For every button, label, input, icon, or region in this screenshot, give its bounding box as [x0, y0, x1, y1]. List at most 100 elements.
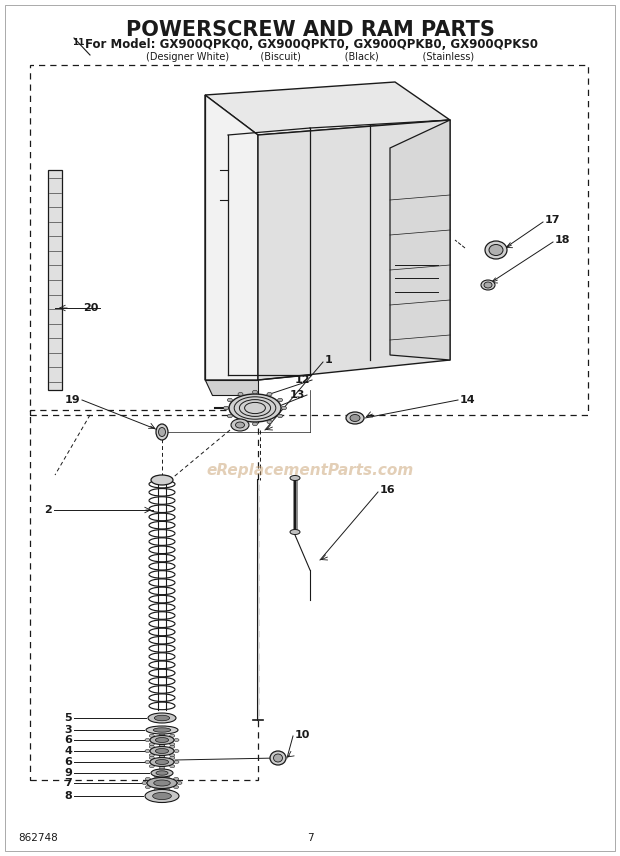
- Ellipse shape: [170, 734, 175, 737]
- Ellipse shape: [238, 392, 243, 395]
- Ellipse shape: [223, 407, 229, 410]
- Ellipse shape: [159, 745, 164, 747]
- Ellipse shape: [290, 475, 300, 480]
- Text: 16: 16: [380, 485, 396, 495]
- Text: 1: 1: [325, 355, 333, 365]
- Ellipse shape: [159, 744, 164, 746]
- Ellipse shape: [145, 739, 150, 741]
- Ellipse shape: [159, 754, 164, 758]
- Text: 18: 18: [555, 235, 570, 245]
- Ellipse shape: [145, 789, 179, 803]
- Ellipse shape: [273, 754, 283, 762]
- Ellipse shape: [148, 713, 176, 723]
- Ellipse shape: [228, 398, 232, 401]
- Ellipse shape: [252, 390, 257, 394]
- Ellipse shape: [170, 754, 175, 757]
- Text: 7: 7: [64, 778, 72, 788]
- Ellipse shape: [145, 786, 150, 788]
- Text: 5: 5: [64, 713, 72, 723]
- Ellipse shape: [149, 754, 154, 757]
- Ellipse shape: [170, 746, 175, 748]
- Ellipse shape: [156, 770, 168, 776]
- Ellipse shape: [174, 739, 179, 741]
- Text: 6: 6: [64, 735, 72, 745]
- Ellipse shape: [156, 748, 169, 753]
- Text: 7: 7: [307, 833, 313, 843]
- Ellipse shape: [231, 419, 249, 431]
- Text: 8: 8: [64, 791, 72, 801]
- Ellipse shape: [278, 414, 283, 418]
- Text: For Model: GX900QPKQ0, GX900QPKT0, GX900QPKB0, GX900QPKS0: For Model: GX900QPKQ0, GX900QPKT0, GX900…: [85, 38, 538, 51]
- Ellipse shape: [149, 743, 154, 746]
- Text: eReplacementParts.com: eReplacementParts.com: [206, 462, 414, 478]
- Text: 11: 11: [72, 38, 84, 47]
- Text: 4: 4: [64, 746, 72, 756]
- Ellipse shape: [485, 241, 507, 259]
- Ellipse shape: [159, 733, 164, 735]
- Ellipse shape: [150, 746, 174, 756]
- Ellipse shape: [146, 726, 178, 734]
- Ellipse shape: [156, 738, 169, 742]
- Ellipse shape: [228, 414, 232, 418]
- Ellipse shape: [350, 414, 360, 421]
- Text: POWERSCREW AND RAM PARTS: POWERSCREW AND RAM PARTS: [126, 20, 494, 40]
- Ellipse shape: [252, 422, 257, 425]
- Ellipse shape: [159, 766, 164, 770]
- Ellipse shape: [145, 750, 150, 752]
- Ellipse shape: [170, 756, 175, 759]
- Ellipse shape: [236, 422, 244, 428]
- Ellipse shape: [149, 734, 154, 737]
- Text: 12: 12: [294, 375, 310, 385]
- Ellipse shape: [145, 760, 150, 764]
- Ellipse shape: [159, 756, 164, 758]
- Ellipse shape: [154, 788, 159, 791]
- Ellipse shape: [267, 420, 272, 424]
- Text: 17: 17: [545, 215, 560, 225]
- Text: 6: 6: [64, 757, 72, 767]
- Ellipse shape: [270, 751, 286, 765]
- Ellipse shape: [281, 407, 286, 410]
- Ellipse shape: [151, 769, 173, 777]
- Ellipse shape: [165, 788, 170, 791]
- Ellipse shape: [149, 746, 154, 748]
- Text: 19: 19: [64, 395, 80, 405]
- Ellipse shape: [159, 427, 166, 437]
- Ellipse shape: [174, 760, 179, 764]
- Ellipse shape: [481, 280, 495, 290]
- Polygon shape: [48, 170, 62, 390]
- Ellipse shape: [484, 282, 492, 288]
- Text: 20: 20: [82, 303, 98, 313]
- Ellipse shape: [238, 420, 243, 424]
- Text: 3: 3: [64, 725, 72, 735]
- Ellipse shape: [149, 756, 154, 759]
- Polygon shape: [258, 120, 450, 380]
- Ellipse shape: [142, 782, 147, 784]
- Text: 10: 10: [295, 730, 311, 740]
- Ellipse shape: [229, 394, 281, 422]
- Text: 14: 14: [460, 395, 476, 405]
- Ellipse shape: [174, 786, 179, 788]
- Ellipse shape: [156, 759, 169, 764]
- Ellipse shape: [489, 245, 503, 255]
- Ellipse shape: [177, 782, 182, 784]
- Polygon shape: [205, 82, 450, 135]
- Ellipse shape: [267, 392, 272, 395]
- Ellipse shape: [153, 728, 170, 732]
- Polygon shape: [205, 95, 258, 380]
- Text: (Designer White)          (Biscuit)              (Black)              (Stainless: (Designer White) (Biscuit) (Black) (Stai…: [146, 52, 474, 62]
- Ellipse shape: [145, 777, 150, 781]
- Ellipse shape: [174, 750, 179, 752]
- Text: 9: 9: [64, 768, 72, 778]
- Ellipse shape: [149, 764, 154, 768]
- Text: 862748: 862748: [18, 833, 58, 843]
- Ellipse shape: [153, 793, 171, 800]
- Ellipse shape: [150, 758, 174, 766]
- Ellipse shape: [154, 780, 170, 786]
- Text: 2: 2: [44, 505, 52, 515]
- Ellipse shape: [147, 777, 177, 788]
- Bar: [30, 410, 258, 780]
- Ellipse shape: [165, 775, 170, 778]
- Ellipse shape: [346, 412, 364, 424]
- Polygon shape: [390, 120, 450, 360]
- Ellipse shape: [156, 424, 168, 440]
